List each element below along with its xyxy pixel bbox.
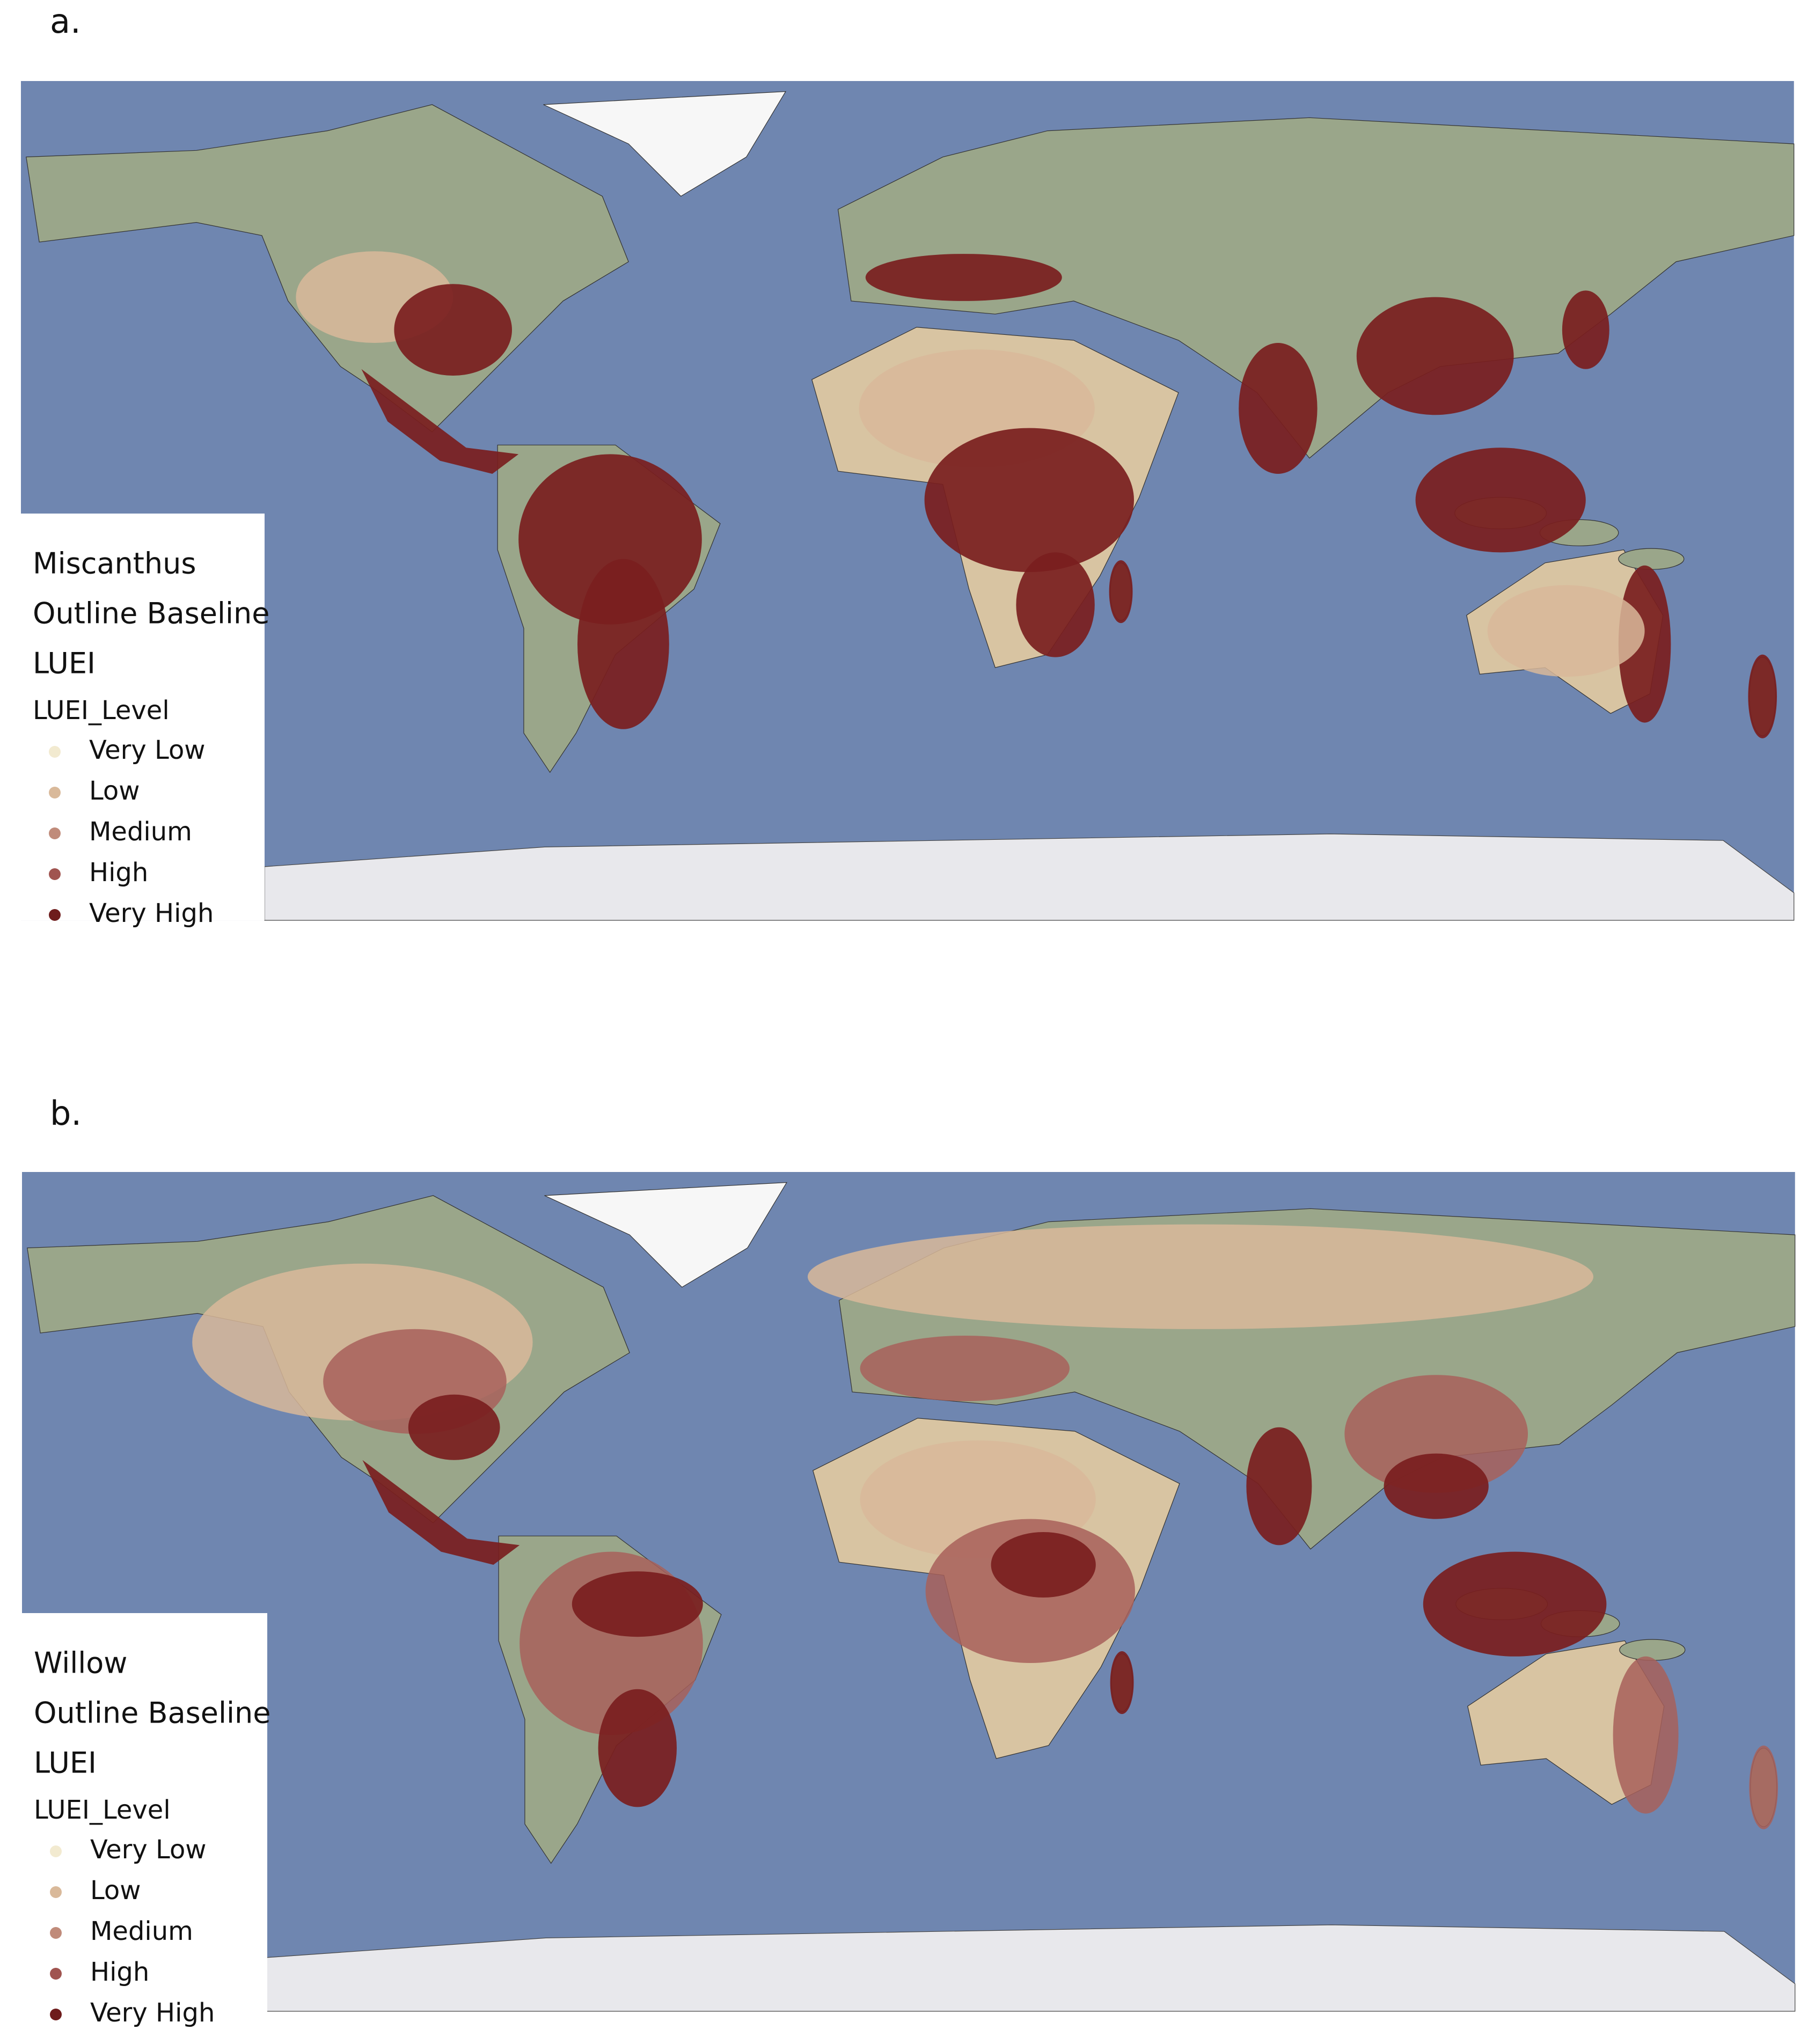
legend-label: Medium [89, 817, 192, 847]
legend-box [21, 514, 265, 920]
legend-swatch [50, 2009, 62, 2020]
legend-swatch [50, 1886, 62, 1898]
legend-swatch [49, 746, 61, 758]
legend-label: Low [89, 776, 140, 806]
legend-label: Low [90, 1876, 141, 1906]
legend-field: LUEI_Level [33, 695, 170, 726]
legend-label: Very High [89, 898, 214, 928]
legend-label: High [89, 858, 148, 888]
map [20, 80, 1795, 921]
legend-title: Outline Baseline [34, 1696, 270, 1730]
legend-label: Medium [90, 1916, 193, 1946]
legend-label: Very High [90, 1998, 215, 2028]
legend: Willow Outline Baseline LUEI LUEI_Level Very… [34, 1646, 270, 2028]
legend-title: Outline Baseline [33, 597, 269, 631]
legend-swatch [49, 909, 61, 921]
legend-swatch [50, 1927, 62, 1939]
legend-title: Miscanthus [33, 547, 196, 581]
legend-title: Willow [34, 1646, 127, 1680]
panel-label: a. [50, 2, 81, 41]
legend-label: Very Low [90, 1835, 207, 1865]
legend-swatch [50, 1968, 62, 1980]
legend-title: LUEI [33, 647, 96, 680]
map [21, 1171, 1796, 2012]
legend-swatch [50, 1845, 62, 1857]
legend-label: Very Low [89, 735, 206, 765]
legend: Miscanthus Outline Baseline LUEI LUEI_Level… [33, 547, 269, 928]
legend-swatch [49, 827, 61, 839]
legend-label: High [90, 1957, 149, 1987]
legend-title: LUEI [34, 1746, 97, 1780]
legend-field: LUEI_Level [34, 1795, 171, 1825]
panel-label: b. [50, 1094, 82, 1133]
legend-swatch [49, 787, 61, 798]
legend-swatch [49, 868, 61, 880]
legend-box [22, 1613, 267, 2038]
